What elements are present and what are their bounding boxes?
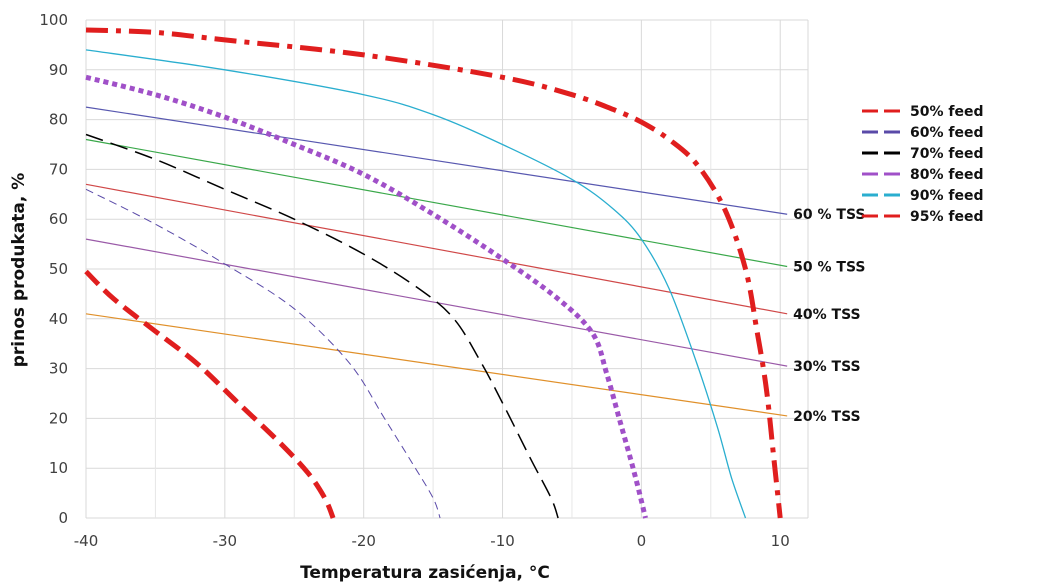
legend-label: 90% feed — [910, 188, 984, 204]
feed-curve-series — [85, 74, 648, 519]
x-tick-label: -40 — [74, 532, 99, 550]
feed-curve-series — [85, 49, 747, 519]
tss-label: 30% TSS — [793, 359, 860, 375]
tss-label: 20% TSS — [793, 409, 860, 425]
x-tick-label: 0 — [637, 532, 647, 550]
y-tick-label: 10 — [49, 459, 68, 477]
x-tick-label: -30 — [213, 532, 238, 550]
tss-annotations: 60 % TSS 50 % TSS 40% TSS 30% TSS 20% TSS — [793, 207, 865, 425]
legend-label: 95% feed — [910, 209, 984, 225]
tss-label: 40% TSS — [793, 307, 860, 323]
grid-layer — [85, 19, 809, 519]
feed-curve-series — [84, 269, 336, 519]
x-tick-label: -20 — [351, 532, 376, 550]
y-tick-label: 80 — [49, 111, 68, 129]
y-tick-label: 0 — [58, 509, 68, 527]
legend-label: 50% feed — [910, 104, 984, 120]
tss-line — [85, 183, 788, 315]
tss-line — [85, 313, 788, 417]
y-tick-label: 60 — [49, 210, 68, 228]
y-tick-label: 20 — [49, 409, 68, 427]
legend-label: 70% feed — [910, 146, 984, 162]
x-axis-title: Temperatura zasićenja, °C — [300, 563, 550, 583]
y-tick-label: 50 — [49, 260, 68, 278]
feed-curve-series — [85, 27, 783, 519]
legend-label: 80% feed — [910, 167, 984, 183]
tss-line — [85, 106, 788, 215]
y-tick-label: 90 — [49, 61, 68, 79]
y-tick-label: 100 — [39, 11, 68, 29]
tick-labels: 0 10 20 30 40 50 60 70 80 90 100 -40 -30 -20 -10 0 10 — [39, 11, 789, 550]
y-tick-label: 30 — [49, 360, 68, 378]
feed-curve-series — [85, 133, 559, 519]
x-tick-label: 10 — [771, 532, 790, 550]
x-tick-label: -10 — [490, 532, 515, 550]
legend-label: 60% feed — [910, 125, 984, 141]
tss-label: 50 % TSS — [793, 260, 865, 276]
feed-curves — [84, 27, 783, 519]
feed-curve-series — [85, 188, 441, 519]
legend: 50% feed 60% feed 70% feed 80% feed 90% feed… — [862, 104, 984, 225]
tss-line — [85, 138, 788, 268]
y-axis-title: prinos produkata, % — [9, 173, 29, 368]
tss-lines — [85, 106, 788, 417]
tss-label: 60 % TSS — [793, 207, 865, 223]
y-tick-label: 40 — [49, 310, 68, 328]
y-tick-label: 70 — [49, 160, 68, 178]
